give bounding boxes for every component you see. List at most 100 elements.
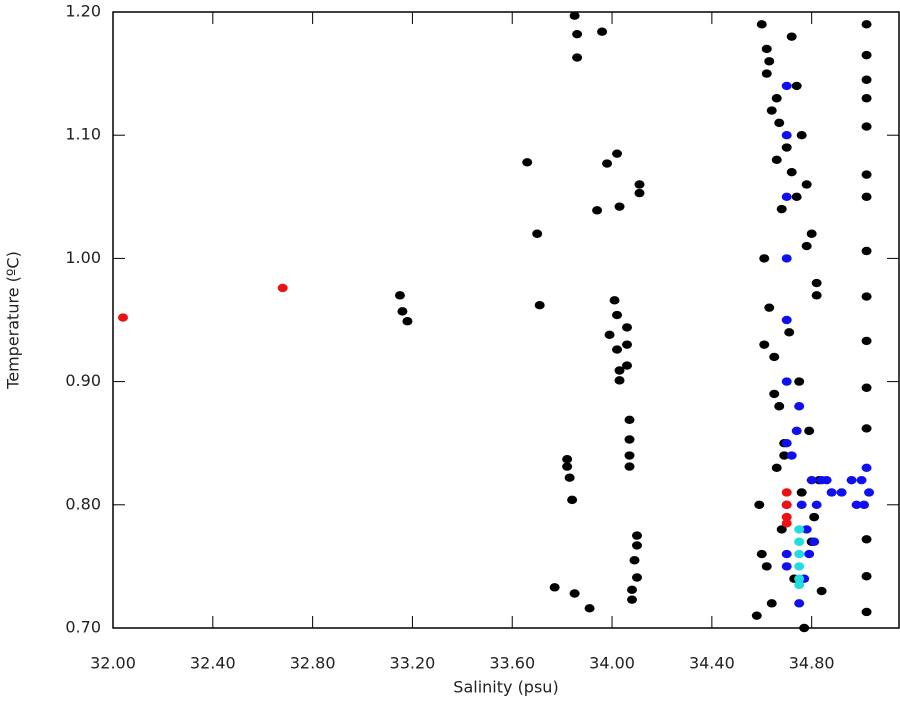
scatter-point xyxy=(627,585,638,595)
x-tick-label: 34.80 xyxy=(789,654,835,673)
scatter-point xyxy=(602,159,613,168)
scatter-point xyxy=(567,495,578,505)
scatter-point xyxy=(776,204,787,214)
scatter-point xyxy=(769,389,780,399)
scatter-point xyxy=(632,531,642,540)
scatter-point xyxy=(756,20,767,29)
scatter-point xyxy=(811,291,822,300)
scatter-point xyxy=(771,155,782,165)
x-tick-label: 34.40 xyxy=(689,654,735,673)
scatter-point xyxy=(821,475,832,485)
scatter-point xyxy=(809,537,820,546)
scatter-point xyxy=(774,402,785,411)
scatter-point xyxy=(861,122,872,131)
y-tick-label: 0.90 xyxy=(65,371,101,390)
scatter-point xyxy=(861,20,872,29)
scatter-point xyxy=(861,292,872,301)
scatter-point xyxy=(816,586,827,596)
scatter-point xyxy=(612,310,623,320)
scatter-point xyxy=(532,229,543,238)
scatter-point xyxy=(624,435,635,444)
y-tick-label: 0.80 xyxy=(65,494,101,513)
scatter-point xyxy=(784,328,795,337)
scatter-point xyxy=(791,426,802,436)
scatter-point xyxy=(759,254,770,263)
scatter-point xyxy=(624,415,635,424)
scatter-point xyxy=(624,462,635,471)
scatter-point xyxy=(766,106,777,115)
x-tick-label: 32.80 xyxy=(290,654,336,673)
scatter-point xyxy=(861,463,872,473)
y-tick-label: 1.20 xyxy=(65,2,101,21)
scatter-point xyxy=(794,377,805,386)
scatter-point xyxy=(781,81,792,91)
scatter-point xyxy=(794,599,805,608)
scatter-point xyxy=(771,94,782,103)
scatter-point xyxy=(781,439,792,448)
scatter-point xyxy=(562,455,573,464)
x-axis-title: Salinity (psu) xyxy=(453,678,558,697)
scatter-point xyxy=(764,303,775,312)
scatter-point xyxy=(811,500,822,509)
scatter-point xyxy=(861,383,872,392)
scatter-point xyxy=(572,29,583,39)
scatter-point xyxy=(632,573,642,582)
scatter-point xyxy=(394,291,405,300)
scatter-point xyxy=(397,307,408,316)
scatter-point xyxy=(856,475,867,485)
scatter-point xyxy=(781,254,792,263)
scatter-point xyxy=(622,340,633,349)
scatter-point xyxy=(809,512,820,522)
scatter-point xyxy=(861,75,872,84)
y-tick-label: 1.10 xyxy=(65,125,101,144)
scatter-point xyxy=(572,53,583,62)
scatter-point xyxy=(277,283,288,293)
scatter-point xyxy=(629,556,640,565)
scatter-point xyxy=(801,241,812,251)
scatter-point xyxy=(569,589,580,598)
plot-frame xyxy=(112,11,900,629)
x-tick-label: 33.60 xyxy=(489,654,535,673)
scatter-point xyxy=(864,488,875,497)
scatter-point xyxy=(781,500,792,509)
scatter-point xyxy=(861,424,872,433)
scatter-point xyxy=(794,525,805,534)
scatter-point xyxy=(624,451,635,460)
scatter-point xyxy=(549,583,560,592)
x-tick-label: 32.00 xyxy=(90,654,136,673)
scatter-point xyxy=(614,366,625,375)
scatter-point xyxy=(781,315,792,325)
scatter-point xyxy=(861,246,872,256)
scatter-point xyxy=(794,402,805,411)
scatter-point xyxy=(766,599,777,608)
scatter-point xyxy=(781,143,792,152)
scatter-point xyxy=(794,574,805,583)
scatter-point xyxy=(861,535,872,544)
scatter-point xyxy=(609,296,620,305)
scatter-point xyxy=(562,462,573,471)
scatter-point xyxy=(781,131,792,140)
x-tick-label: 32.40 xyxy=(190,654,236,673)
scatter-point xyxy=(584,604,595,613)
scatter-point xyxy=(861,192,872,201)
scatter-point xyxy=(781,512,792,522)
scatter-point xyxy=(796,500,807,509)
scatter-point xyxy=(634,180,645,189)
scatter-point xyxy=(592,206,603,215)
scatter-point xyxy=(794,549,805,559)
scatter-point xyxy=(761,44,772,54)
scatter-point xyxy=(804,426,815,436)
scatter-point xyxy=(754,500,765,509)
scatter-point xyxy=(779,451,790,460)
scatter-point xyxy=(759,340,770,349)
scatter-point xyxy=(597,27,608,36)
scatter-point xyxy=(604,330,615,339)
scatter-point xyxy=(794,580,805,590)
scatter-point xyxy=(781,519,792,528)
scatter-point xyxy=(836,488,847,497)
x-tick-label: 34.00 xyxy=(589,654,635,673)
scatter-point xyxy=(522,158,533,167)
x-tick-label: 33.20 xyxy=(390,654,436,673)
y-tick-label: 0.70 xyxy=(65,618,101,637)
scatter-point xyxy=(794,562,805,571)
